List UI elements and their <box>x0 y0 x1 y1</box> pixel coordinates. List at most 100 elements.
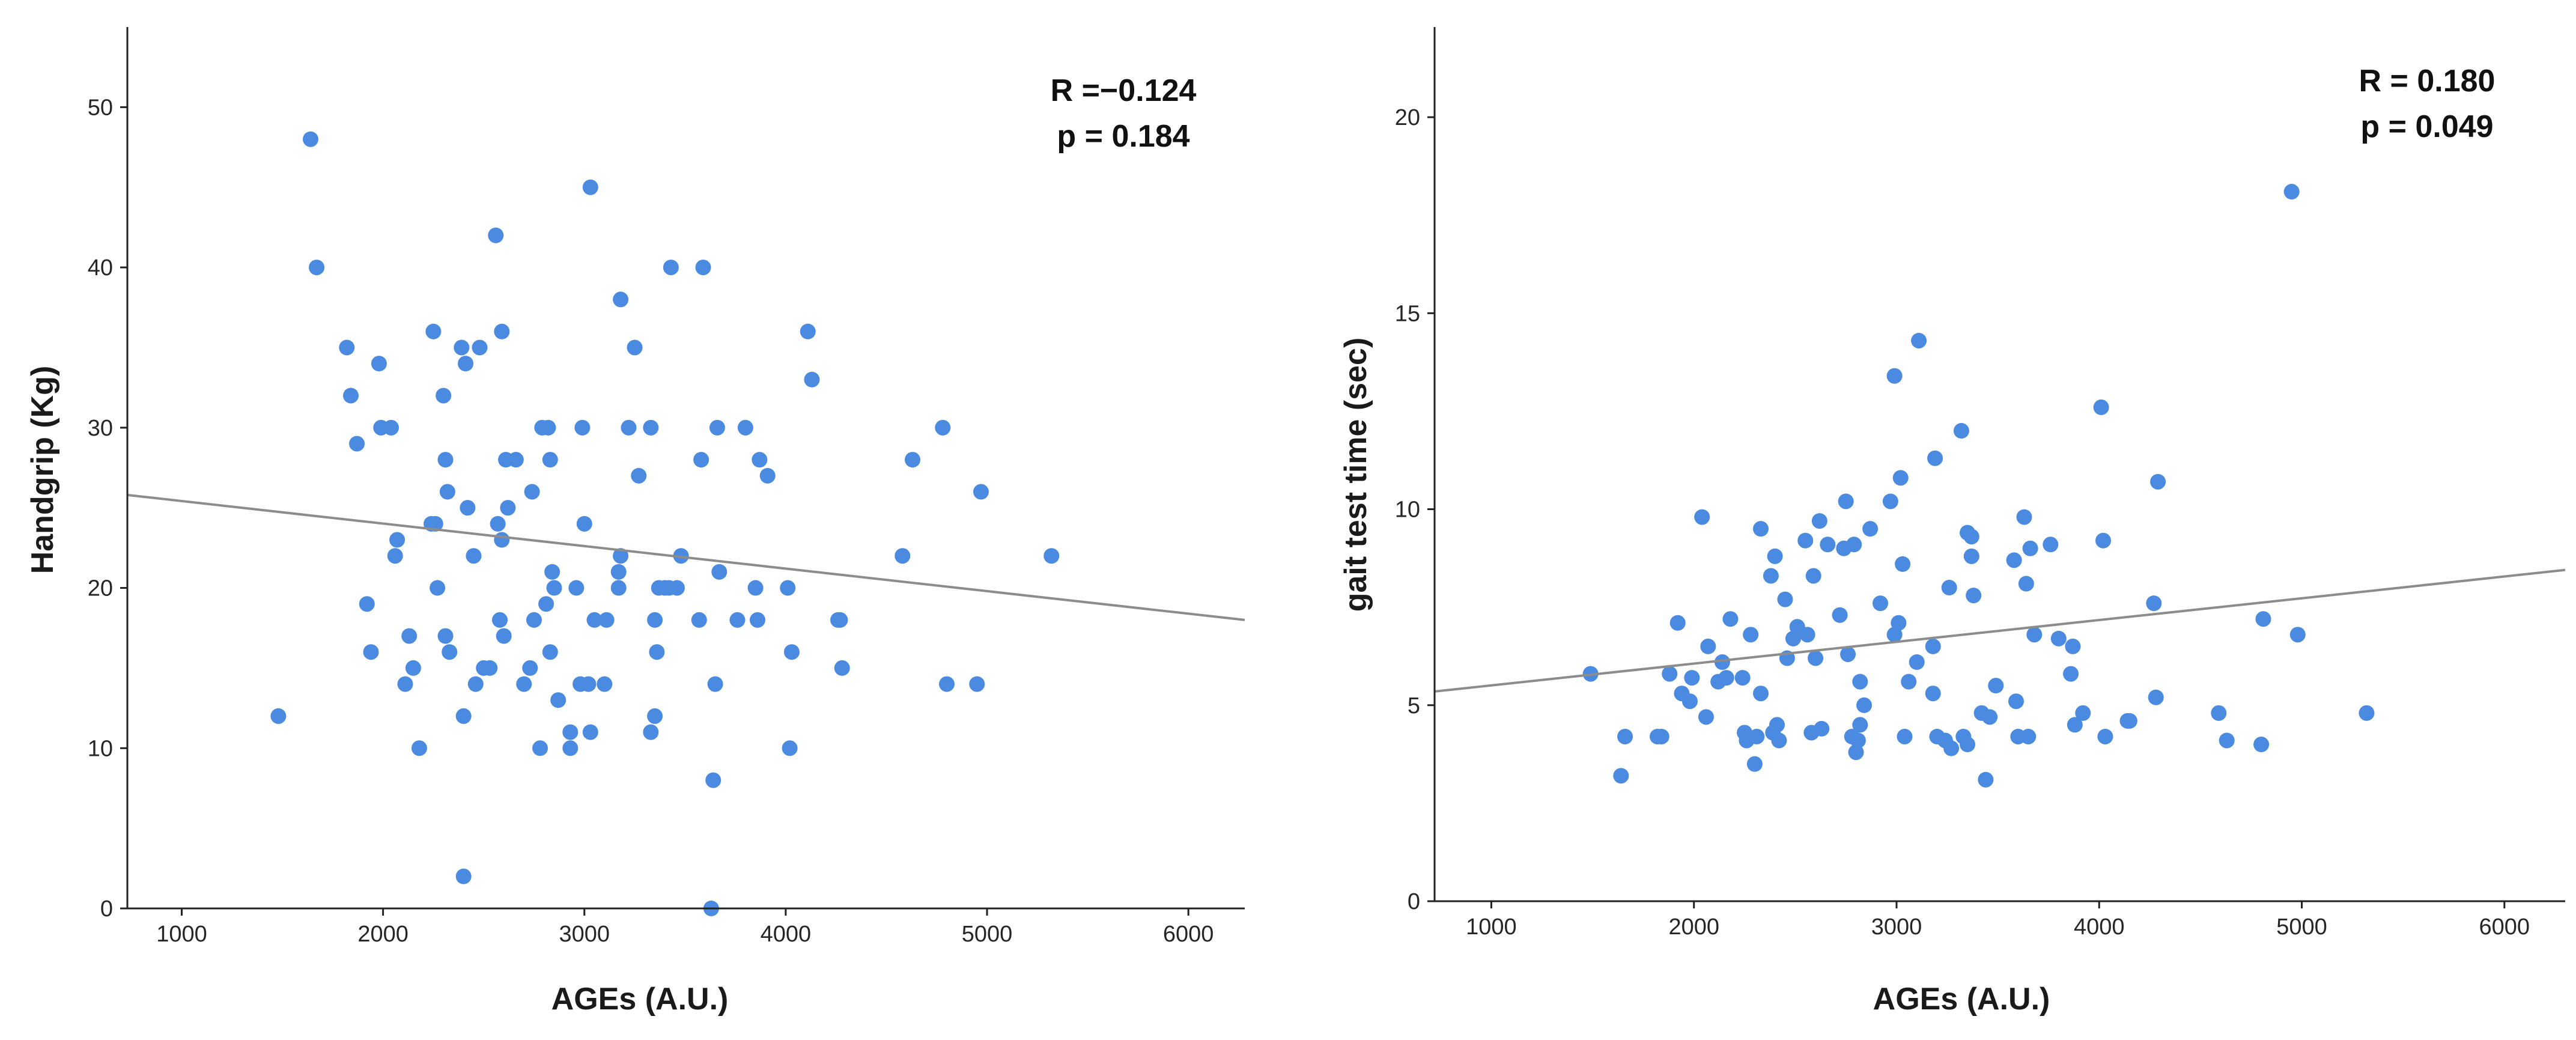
scatter-point <box>895 548 911 564</box>
x-tick-label: 4000 <box>2074 914 2125 940</box>
scatter-point <box>1700 638 1716 654</box>
scatter-point <box>969 676 985 692</box>
scatter-point <box>1805 568 1821 584</box>
scatter-point <box>550 692 567 708</box>
x-tick-label: 3000 <box>559 922 610 947</box>
scatter-point <box>610 580 627 596</box>
scatter-point <box>494 323 510 339</box>
scatter-point <box>834 660 850 676</box>
scatter-point <box>508 452 524 468</box>
scatter-point <box>389 532 406 548</box>
scatter-point <box>1963 529 1979 545</box>
scatter-point <box>1043 548 1060 564</box>
scatter-point <box>542 452 558 468</box>
scatter-point <box>1862 521 1879 537</box>
scatter-point <box>500 500 516 516</box>
scatter-point <box>1785 630 1801 646</box>
y-axis-title: gait test time (sec) <box>1338 338 1373 612</box>
y-tick-label: 30 <box>88 416 113 441</box>
scatter-point <box>783 644 800 660</box>
scatter-point <box>522 660 538 676</box>
scatter-point <box>411 740 427 756</box>
scatter-point <box>1911 332 1927 348</box>
scatter-point <box>524 484 540 500</box>
scatter-point <box>1734 670 1751 686</box>
scatter-point <box>494 532 510 548</box>
scatter-point <box>1613 768 1629 784</box>
x-tick-label: 5000 <box>962 922 1013 947</box>
scatter-point <box>627 339 643 356</box>
scatter-point <box>1909 654 1925 670</box>
stat-r: R = 0.180 <box>2359 64 2496 99</box>
y-tick-label: 15 <box>1395 301 1420 326</box>
scatter-point <box>458 356 474 372</box>
gait-scatter-panel: 0 5 10 15 20 1000 2000 3000 4000 5000 6000 R = 0.1… <box>1288 0 2576 1040</box>
scatter-point <box>387 548 403 564</box>
scatter-point <box>2016 509 2032 525</box>
scatter-point <box>397 676 413 692</box>
scatter-point <box>695 260 711 276</box>
scatter-point <box>1777 591 1793 607</box>
scatter-point <box>691 612 707 628</box>
scatter-point <box>1891 615 1907 631</box>
x-axis-title: AGEs (A.U.) <box>551 982 729 1017</box>
scatter-point <box>1838 493 1854 509</box>
scatter-point <box>2146 595 2162 612</box>
scatter-point <box>709 419 725 436</box>
scatter-point <box>425 323 442 339</box>
scatter-point <box>2026 627 2043 643</box>
scatter-point <box>492 612 508 628</box>
scatter-point <box>568 580 585 596</box>
scatter-point <box>1901 674 1917 690</box>
scatter-point <box>621 419 637 436</box>
scatter-point <box>1982 709 1998 725</box>
scatter-point <box>574 419 591 436</box>
scatter-point <box>1886 368 1903 384</box>
scatter-point <box>613 291 629 308</box>
scatter-point <box>1856 697 1873 713</box>
y-tick-label: 0 <box>1408 889 1420 914</box>
x-tick-label: 4000 <box>761 922 812 947</box>
scatter-point <box>2067 717 2083 733</box>
scatter-point <box>649 644 665 660</box>
scatter-point <box>1743 627 1759 643</box>
scatter-point <box>1927 450 1943 466</box>
scatter-point <box>1698 709 1714 725</box>
y-tick-label: 50 <box>88 95 113 120</box>
scatter-point <box>2255 611 2271 627</box>
scatter-point <box>405 660 421 676</box>
scatter-point <box>359 596 375 612</box>
gait-scatter-chart: 0 5 10 15 20 1000 2000 3000 4000 5000 6000 R = 0.1… <box>1338 27 2566 1017</box>
scatter-point <box>2219 732 2235 749</box>
scatter-point <box>1966 588 1982 604</box>
scatter-point <box>1694 509 1710 525</box>
scatter-point <box>1799 627 1815 643</box>
scatter-point <box>430 580 446 596</box>
scatter-point <box>749 612 765 628</box>
scatter-point <box>1808 650 1824 666</box>
scatter-point <box>2148 689 2164 705</box>
x-tick-label: 2000 <box>1668 914 1719 940</box>
scatter-point <box>586 612 603 628</box>
scatter-point <box>1662 666 1678 682</box>
scatter-point <box>2097 728 2113 744</box>
scatter-point <box>1811 513 1827 529</box>
scatter-point <box>455 708 472 724</box>
scatter-point <box>343 388 359 404</box>
scatter-point <box>1769 717 1785 733</box>
scatter-point <box>2121 713 2137 729</box>
scatter-point <box>2289 627 2306 643</box>
scatter-point <box>800 323 816 339</box>
scatter-points <box>1582 184 2375 788</box>
scatter-point <box>705 772 721 788</box>
scatter-point <box>1669 615 1686 631</box>
scatter-point <box>1840 646 1856 662</box>
scatter-point <box>401 628 418 644</box>
scatter-point <box>610 564 627 580</box>
scatter-point <box>597 676 613 692</box>
y-tick-label: 40 <box>88 255 113 281</box>
scatter-point <box>538 596 554 612</box>
scatter-point <box>647 612 663 628</box>
scatter-point <box>2018 576 2034 592</box>
scatter-point <box>2253 737 2270 753</box>
